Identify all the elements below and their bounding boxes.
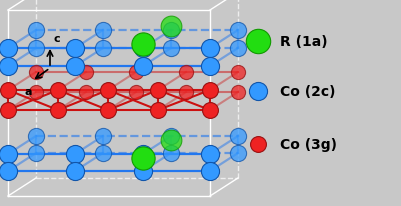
- Point: [207, 153, 213, 156]
- Point: [207, 65, 213, 68]
- Point: [55, 89, 61, 92]
- Point: [168, 29, 174, 33]
- Point: [72, 153, 78, 156]
- Point: [5, 153, 11, 156]
- Point: [33, 152, 39, 155]
- Point: [100, 47, 106, 50]
- Point: [5, 89, 11, 92]
- Point: [140, 43, 146, 46]
- Point: [235, 47, 241, 50]
- Point: [100, 135, 106, 138]
- Point: [183, 91, 189, 94]
- Point: [235, 152, 241, 155]
- Text: Co (2c): Co (2c): [280, 85, 336, 98]
- Point: [168, 152, 174, 155]
- Text: Co (3g): Co (3g): [280, 137, 337, 151]
- Point: [133, 91, 139, 94]
- Point: [55, 109, 61, 112]
- Point: [72, 65, 78, 68]
- Text: a: a: [24, 87, 32, 97]
- Point: [235, 91, 241, 94]
- Point: [33, 135, 39, 138]
- Point: [255, 143, 261, 146]
- Point: [105, 109, 111, 112]
- Point: [100, 152, 106, 155]
- Point: [235, 29, 241, 33]
- Point: [140, 170, 146, 173]
- Point: [207, 47, 213, 50]
- Point: [105, 89, 111, 92]
- Point: [168, 135, 174, 138]
- Point: [183, 71, 189, 74]
- Point: [207, 89, 213, 92]
- Point: [33, 47, 39, 50]
- Point: [100, 29, 106, 33]
- Point: [235, 135, 241, 138]
- Point: [72, 47, 78, 50]
- Point: [168, 25, 174, 28]
- Point: [155, 109, 161, 112]
- Point: [5, 109, 11, 112]
- Point: [83, 91, 89, 94]
- Point: [72, 170, 78, 173]
- Point: [140, 157, 146, 160]
- Text: R (1a): R (1a): [280, 35, 328, 49]
- Point: [255, 90, 261, 93]
- Point: [155, 89, 161, 92]
- Point: [33, 91, 39, 94]
- Point: [255, 40, 261, 43]
- Point: [5, 47, 11, 50]
- Point: [140, 47, 146, 50]
- Point: [168, 139, 174, 142]
- Point: [33, 71, 39, 74]
- Point: [5, 65, 11, 68]
- Text: c: c: [53, 34, 60, 44]
- Point: [207, 109, 213, 112]
- Point: [33, 29, 39, 33]
- Point: [207, 170, 213, 173]
- Point: [235, 71, 241, 74]
- Point: [133, 71, 139, 74]
- Point: [5, 170, 11, 173]
- Point: [140, 65, 146, 68]
- Point: [168, 47, 174, 50]
- Point: [83, 71, 89, 74]
- Point: [140, 153, 146, 156]
